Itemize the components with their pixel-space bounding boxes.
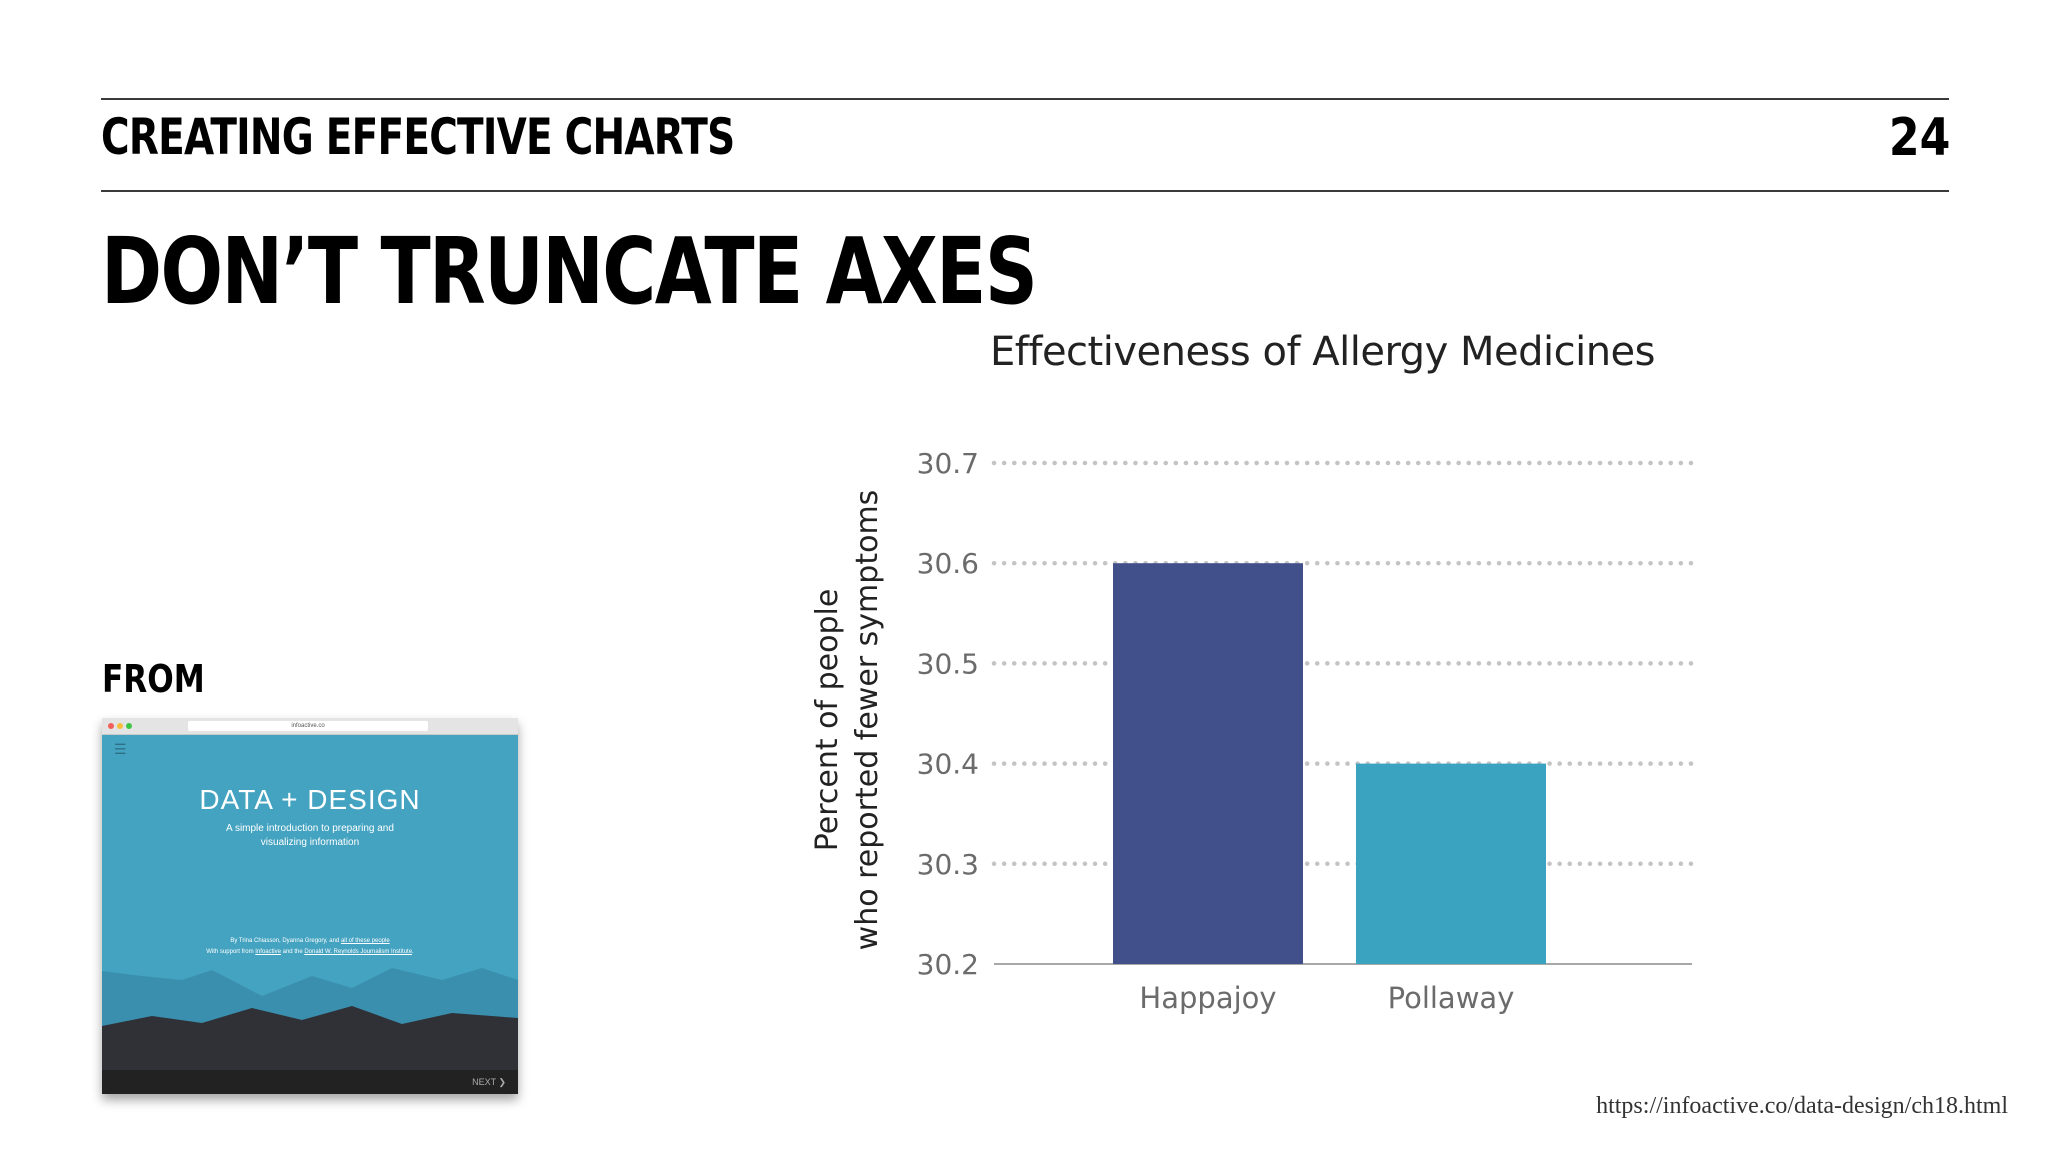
source-thumbnail: infoactive.co ☰ A simple introduction to… [102,718,518,1094]
page-number: 24 [1888,108,1950,168]
y-tick-label: 30.7 [917,447,979,480]
next-link: NEXT ❯ [472,1077,506,1087]
header-bottom-rule [101,190,1949,192]
chart-title: Effectiveness of Allergy Medicines [990,329,1656,375]
hamburger-menu-icon: ☰ [114,741,127,757]
thumbnail-subtitle-2: visualizing information [260,837,360,848]
credit-line-2: With support from Infoactive and the Don… [206,949,414,955]
y-axis-label-line-1: Percent of people [810,588,845,852]
thumbnail-browser-bar: infoactive.co [102,718,518,735]
bar-pollaway [1356,763,1546,964]
thumbnail-credits: By Trina Chiasson, Dyanna Gregory, and a… [102,936,518,958]
bar-happajoy [1113,563,1303,964]
y-tick-label: 30.6 [917,547,979,580]
thumbnail-mountains [102,968,518,1094]
credit-line-1: By Trina Chiasson, Dyanna Gregory, and a… [230,938,390,944]
y-axis-label-line-2: who reported fewer symptoms [850,489,885,951]
x-category-label: Happajoy [1139,981,1276,1015]
header-top-rule [101,98,1949,100]
y-tick-label: 30.3 [917,848,979,881]
thumbnail-subtitle-1: A simple introduction to preparing and [226,823,394,834]
zoom-dot-icon [126,723,132,729]
thumbnail-url: infoactive.co [188,721,428,731]
y-tick-label: 30.5 [917,647,979,680]
minimize-dot-icon [117,723,123,729]
close-dot-icon [108,723,114,729]
thumbnail-title: DATA + DESIGN [199,784,421,815]
y-tick-label: 30.2 [917,948,979,981]
y-axis-label: Percent of people who reported fewer sym… [808,480,888,960]
x-category-label: Pollaway [1388,981,1515,1015]
y-tick-label: 30.4 [917,748,979,781]
from-label: FROM [102,657,205,701]
section-title: CREATING EFFECTIVE CHARTS [101,108,735,166]
slide-title: DON’T TRUNCATE AXES [101,218,1038,325]
thumbnail-footer: NEXT ❯ [102,1070,518,1094]
source-url: https://infoactive.co/data-design/ch18.h… [1596,1093,2008,1119]
